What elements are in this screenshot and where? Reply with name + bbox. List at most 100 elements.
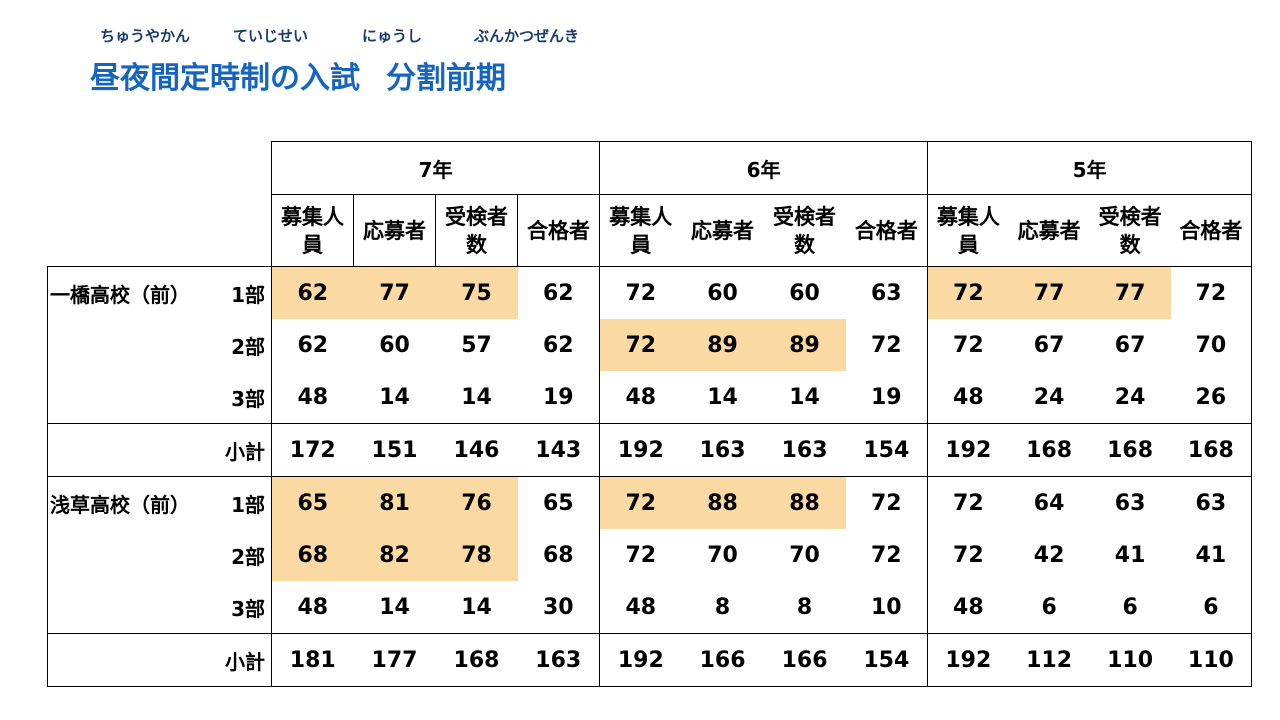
column-header: 合格者 [1170, 194, 1253, 267]
column-header: 募集人員 [271, 194, 354, 267]
value-cell: 8 [796, 594, 813, 620]
value-cell: 72 [599, 529, 682, 581]
value-cell: 14 [379, 384, 410, 410]
value-cell: 6 [1122, 594, 1138, 620]
value-cell: 62 [271, 266, 354, 319]
value-cell: 168 [1170, 423, 1253, 477]
value-cell: 8 [714, 594, 731, 620]
part-label: 2部 [231, 334, 265, 359]
value-cell: 41 [1170, 529, 1253, 581]
value-cell: 65 [271, 476, 354, 529]
furigana-bunkatsuzenki: ぶんかつぜんき [474, 27, 580, 45]
value-cell: 24 [1033, 384, 1065, 410]
value-cell: 72 [599, 266, 682, 319]
school-name: 一橋高校（前） [50, 282, 190, 307]
title-main: 昼夜間定時制の入試 [90, 61, 360, 96]
value-cell: 172 [271, 423, 354, 477]
row-label-cell: 3部 [47, 371, 272, 424]
column-header: 受検者数 [1089, 194, 1171, 267]
value-cell: 70 [789, 542, 820, 568]
value-cell: 14 [379, 594, 410, 620]
part-label: 小計 [225, 439, 265, 464]
value-cell: 72 [1170, 266, 1253, 319]
value-cell: 62 [517, 319, 601, 371]
value-cell: 72 [599, 319, 682, 371]
value-cell: 14 [707, 384, 738, 410]
value-cell: 72 [927, 476, 1009, 529]
value-cell: 6 [1170, 581, 1253, 634]
value-cell: 77 [1008, 266, 1090, 319]
value-cell: 168 [1089, 423, 1171, 477]
table-row: 2部 68 82 78 68 72 70 70 72 72 42 41 41 [47, 529, 1253, 581]
column-header: 応募者 [353, 194, 436, 267]
value-cell: 62 [517, 266, 601, 319]
value-cell: 75 [435, 266, 518, 319]
value-cell: 163 [681, 423, 764, 477]
furigana-teijisei: ていじせい [233, 27, 309, 45]
value-cell: 60 [707, 280, 738, 306]
value-cell: 110 [1089, 633, 1171, 687]
value-cell: 63 [1114, 490, 1146, 516]
value-cell: 72 [927, 319, 1009, 371]
page-title: 昼夜間定時制の入試 分割前期 [90, 53, 506, 97]
value-cell: 76 [435, 476, 518, 529]
furigana-chuyakan: ちゅうやかん [100, 27, 191, 45]
value-cell: 181 [271, 633, 354, 687]
value-cell: 48 [271, 581, 354, 634]
value-cell: 14 [789, 384, 820, 410]
column-header: 受検者数 [435, 194, 518, 267]
value-cell: 77 [1089, 266, 1171, 319]
value-cell: 78 [435, 529, 518, 581]
value-cell: 168 [435, 633, 518, 687]
value-cell: 163 [517, 633, 601, 687]
year-header-row: 7年 6年 5年 [48, 141, 1253, 195]
admission-table: 7年 6年 5年 募集人員 応募者 受検者数 合格者 募集人員 応募者 受検者数 合格者 募集人… [47, 141, 1253, 687]
value-cell: 24 [1114, 384, 1146, 410]
column-header: 合格者 [845, 194, 929, 267]
value-cell: 19 [845, 371, 929, 424]
column-header: 合格者 [516, 194, 601, 267]
year-header-6: 6年 [599, 141, 929, 195]
value-cell: 82 [353, 529, 436, 581]
row-label-cell: 一橋高校（前） 1部 [47, 266, 272, 319]
value-cell: 19 [517, 371, 601, 424]
column-header: 募集人員 [927, 194, 1009, 267]
part-label: 1部 [231, 492, 265, 517]
row-label-cell: 小計 [47, 633, 272, 687]
value-cell: 81 [353, 476, 436, 529]
part-label: 3部 [231, 386, 265, 411]
value-cell: 151 [353, 423, 436, 477]
value-cell: 48 [599, 371, 682, 424]
value-cell: 168 [1008, 423, 1090, 477]
value-cell: 192 [927, 633, 1009, 687]
furigana-nyushi: にゅうし [362, 27, 423, 45]
title-sub: 分割前期 [386, 61, 506, 96]
school-name: 浅草高校（前） [50, 492, 190, 517]
row-label-cell: 小計 [47, 423, 272, 477]
value-cell: 67 [1033, 332, 1065, 358]
corner-cell [48, 142, 272, 195]
value-cell: 42 [1033, 542, 1065, 568]
value-cell: 6 [1041, 594, 1057, 620]
column-header-row: 募集人員 応募者 受検者数 合格者 募集人員 応募者 受検者数 合格者 募集人員 応募者 受検者数合… [48, 194, 1253, 267]
value-cell: 72 [845, 476, 929, 529]
value-cell: 63 [845, 266, 929, 319]
value-cell: 60 [789, 280, 820, 306]
value-cell: 26 [1170, 371, 1253, 424]
part-label: 2部 [231, 544, 265, 569]
value-cell: 192 [599, 633, 682, 687]
value-cell: 143 [517, 423, 601, 477]
value-cell: 72 [845, 529, 929, 581]
value-cell: 72 [845, 319, 929, 371]
value-cell: 72 [927, 529, 1009, 581]
table-row: 小計 181 177 168 163 192 166 166 154 192 112 110 110 [47, 633, 1253, 687]
column-header: 応募者 [1008, 194, 1090, 267]
value-cell: 60 [379, 332, 410, 358]
table-row: 2部 62 60 57 62 72 89 89 72 72 67 67 70 [47, 319, 1253, 371]
value-cell: 72 [927, 266, 1009, 319]
value-cell: 166 [681, 633, 764, 687]
value-cell: 110 [1170, 633, 1253, 687]
value-cell: 72 [599, 476, 682, 529]
value-cell: 10 [845, 581, 929, 634]
value-cell: 88 [763, 476, 846, 529]
